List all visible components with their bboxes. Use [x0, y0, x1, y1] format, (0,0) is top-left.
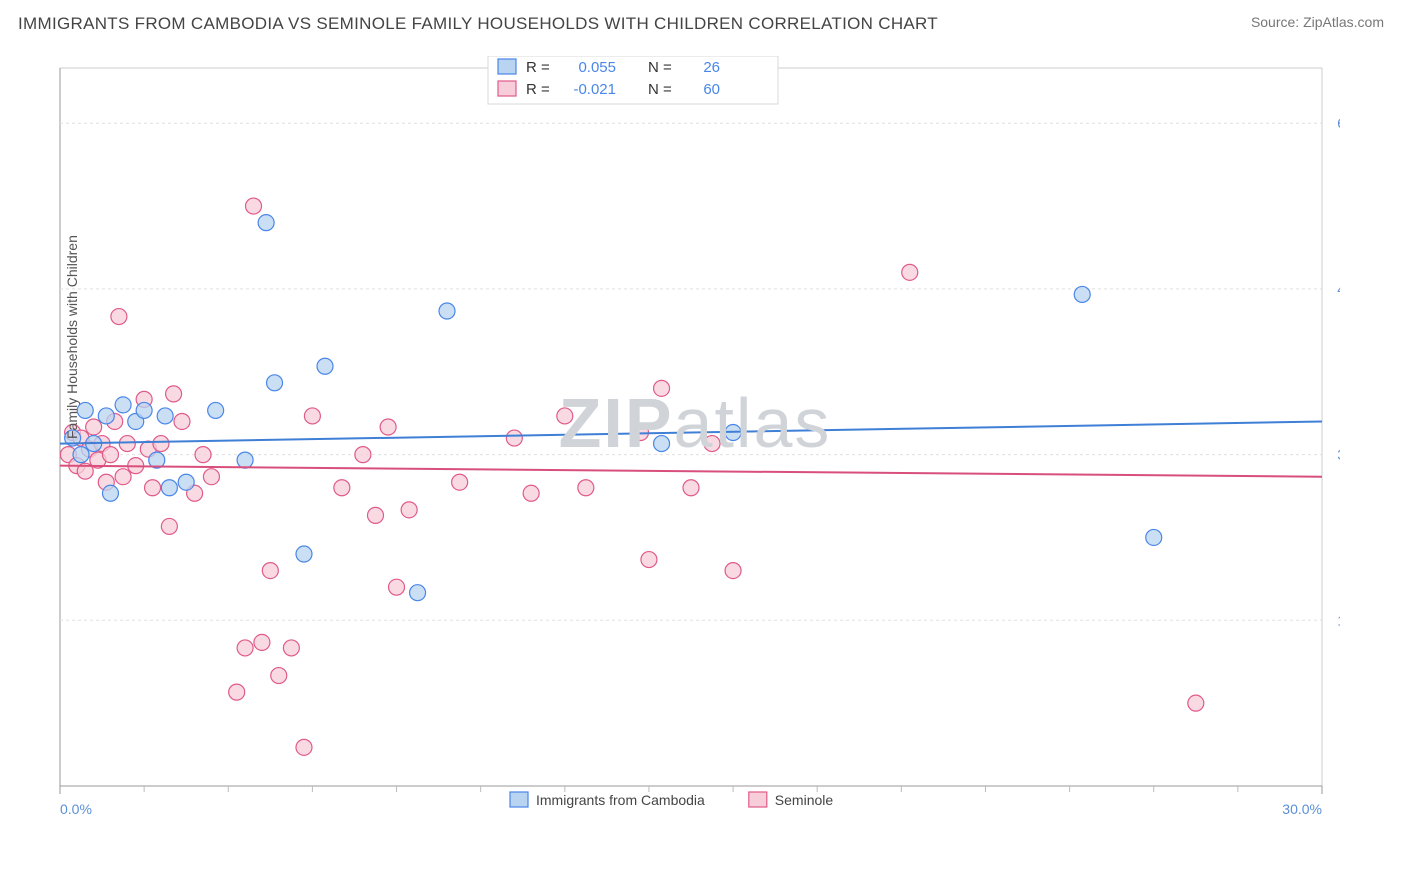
y-tick-label: 60.0% [1337, 115, 1340, 131]
legend-n-value: 60 [703, 81, 720, 98]
cambodia-point [115, 397, 131, 413]
bottom-legend-label: Immigrants from Cambodia [536, 792, 705, 808]
seminole-point [262, 563, 278, 579]
y-tick-label: 30.0% [1337, 447, 1340, 463]
cambodia-point [654, 436, 670, 452]
seminole-point [902, 264, 918, 280]
seminole-point [389, 579, 405, 595]
cambodia-trendline [60, 421, 1322, 443]
seminole-point [86, 419, 102, 435]
cambodia-point [296, 546, 312, 562]
legend-swatch [498, 59, 516, 74]
seminole-point [119, 436, 135, 452]
seminole-point [557, 408, 573, 424]
x-tick-label: 0.0% [60, 801, 92, 817]
seminole-point [166, 386, 182, 402]
cambodia-point [1146, 529, 1162, 545]
cambodia-point [98, 408, 114, 424]
seminole-point [304, 408, 320, 424]
cambodia-point [410, 585, 426, 601]
bottom-legend-swatch [510, 792, 528, 807]
seminole-point [523, 485, 539, 501]
seminole-point [725, 563, 741, 579]
cambodia-point [208, 402, 224, 418]
seminole-point [115, 469, 131, 485]
legend-r-label: R = [526, 81, 550, 98]
seminole-point [102, 447, 118, 463]
seminole-point [195, 447, 211, 463]
seminole-point [506, 430, 522, 446]
legend-n-value: 26 [703, 59, 720, 76]
seminole-point [246, 198, 262, 214]
x-tick-label: 30.0% [1282, 801, 1322, 817]
seminole-point [401, 502, 417, 518]
cambodia-point [267, 375, 283, 391]
seminole-point [578, 480, 594, 496]
cambodia-point [1074, 286, 1090, 302]
seminole-point [654, 380, 670, 396]
seminole-point [452, 474, 468, 490]
chart-source: Source: ZipAtlas.com [1251, 14, 1384, 30]
cambodia-point [439, 303, 455, 319]
chart-title: IMMIGRANTS FROM CAMBODIA VS SEMINOLE FAM… [18, 14, 938, 34]
seminole-point [380, 419, 396, 435]
seminole-trendline [60, 466, 1322, 477]
bottom-legend-swatch [749, 792, 767, 807]
y-tick-label: 45.0% [1337, 281, 1340, 297]
seminole-point [283, 640, 299, 656]
seminole-point [704, 436, 720, 452]
seminole-point [229, 684, 245, 700]
y-axis-label: Family Households with Children [64, 235, 80, 439]
legend-n-label: N = [648, 59, 672, 76]
chart-container: Family Households with Children ZIPatlas… [50, 56, 1340, 821]
seminole-point [296, 739, 312, 755]
bottom-legend-label: Seminole [775, 792, 834, 808]
cambodia-point [317, 358, 333, 374]
seminole-point [334, 480, 350, 496]
legend-r-value: -0.021 [573, 81, 616, 98]
cambodia-point [73, 447, 89, 463]
seminole-point [355, 447, 371, 463]
y-tick-label: 15.0% [1337, 612, 1340, 628]
seminole-point [203, 469, 219, 485]
legend-r-label: R = [526, 59, 550, 76]
seminole-point [368, 507, 384, 523]
cambodia-point [161, 480, 177, 496]
seminole-point [683, 480, 699, 496]
seminole-point [174, 413, 190, 429]
seminole-point [111, 309, 127, 325]
legend-swatch [498, 81, 516, 96]
seminole-point [271, 668, 287, 684]
cambodia-point [178, 474, 194, 490]
cambodia-point [136, 402, 152, 418]
legend-n-label: N = [648, 81, 672, 98]
seminole-point [161, 518, 177, 534]
cambodia-point [157, 408, 173, 424]
seminole-point [237, 640, 253, 656]
seminole-point [145, 480, 161, 496]
scatter-chart: 15.0% 30.0% 45.0% 60.0% 0.0% 30.0% R = 0.055 N =… [50, 56, 1340, 821]
cambodia-point [237, 452, 253, 468]
seminole-point [1188, 695, 1204, 711]
seminole-point [254, 634, 270, 650]
cambodia-point [102, 485, 118, 501]
cambodia-point [258, 215, 274, 231]
seminole-point [641, 552, 657, 568]
seminole-point [153, 436, 169, 452]
legend-r-value: 0.055 [578, 59, 616, 76]
